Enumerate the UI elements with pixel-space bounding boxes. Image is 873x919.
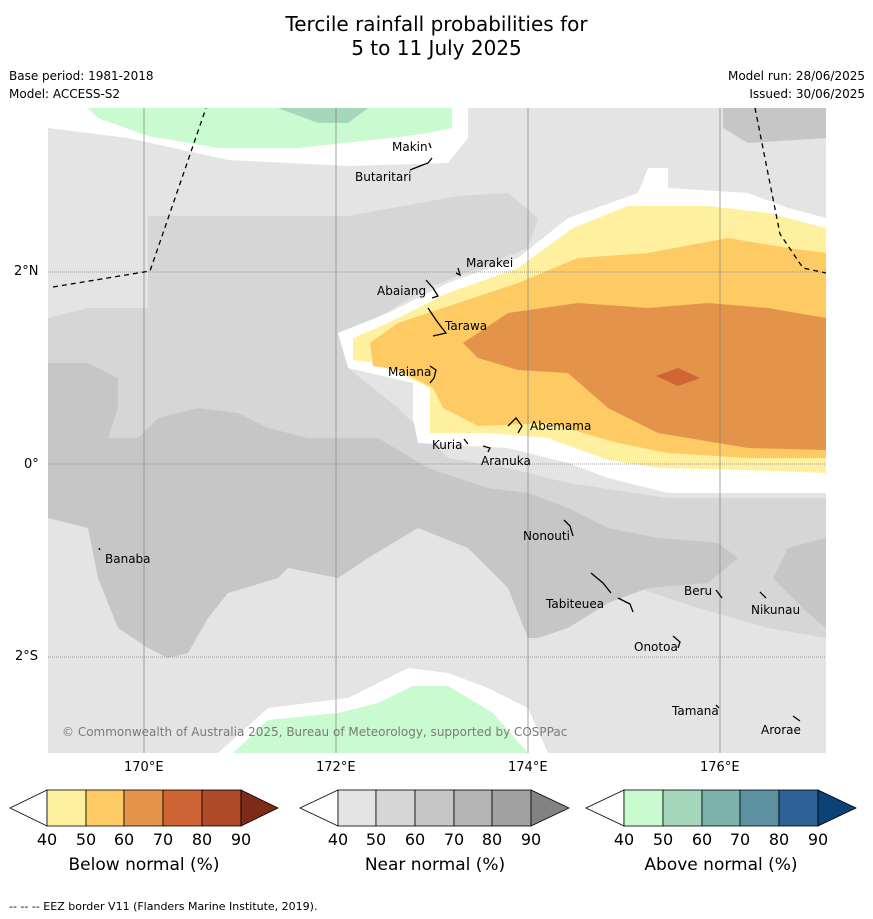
cb1-tick: 50 <box>366 830 386 849</box>
colorbar-swatch <box>530 789 570 827</box>
meta-left: Base period: 1981-2018 Model: ACCESS-S2 <box>9 67 154 103</box>
colorbar-swatch <box>701 789 741 827</box>
base-period: Base period: 1981-2018 <box>9 69 154 83</box>
label-tamana: Tamana <box>671 704 719 718</box>
cb0-tick: 50 <box>76 830 96 849</box>
lon-label-170e: 170°E <box>124 760 164 775</box>
cb1-tick: 60 <box>405 830 425 849</box>
near-normal-50-region <box>48 193 826 638</box>
colorbar-swatch <box>240 789 279 827</box>
graticule-lon <box>143 108 721 753</box>
cb2-tick: 70 <box>730 830 750 849</box>
colorbar-swatch <box>817 789 857 827</box>
meta-right: Model run: 28/06/2025 Issued: 30/06/2025 <box>728 67 865 103</box>
lat-label-2s: 2°S <box>15 649 39 664</box>
model-name: Model: ACCESS-S2 <box>9 87 121 101</box>
label-aranuka: Aranuka <box>481 454 531 468</box>
label-makin: Makin <box>392 140 428 154</box>
label-butaritari: Butaritari <box>355 170 412 184</box>
cb0-tick: 80 <box>192 830 212 849</box>
colorbar-below-normal <box>9 789 279 827</box>
cb2-tick: 50 <box>653 830 673 849</box>
label-banaba: Banaba <box>105 552 151 566</box>
map-panel: Makin Butaritari Marakei Abaiang Tarawa … <box>48 108 826 753</box>
near-normal-60-region <box>48 363 738 658</box>
colorbar-swatch <box>778 789 819 827</box>
colorbar-swatch <box>739 789 780 827</box>
eez-footnote: -- -- -- EEZ border V11 (Flanders Marine… <box>9 900 318 913</box>
caption-near-normal: Near normal (%) <box>365 855 505 875</box>
label-kuria: Kuria <box>432 438 463 452</box>
cb2-tick: 40 <box>614 830 634 849</box>
lat-label-2n: 2°N <box>14 264 39 279</box>
cb0-tick: 70 <box>153 830 173 849</box>
lon-label-172e: 172°E <box>316 760 356 775</box>
cb2-tick: 90 <box>808 830 828 849</box>
label-marakei: Marakei <box>466 256 513 270</box>
issued-date: Issued: 30/06/2025 <box>749 87 865 101</box>
lat-label-0: 0° <box>24 457 39 472</box>
colorbar-swatch <box>337 789 377 827</box>
cb0-tick: 90 <box>231 830 251 849</box>
label-tabiteuea: Tabiteuea <box>545 597 604 611</box>
cb1-tick: 70 <box>444 830 464 849</box>
graticule-lat <box>48 271 826 658</box>
model-run: Model run: 28/06/2025 <box>727 69 865 83</box>
colorbar-swatch <box>662 789 703 827</box>
colorbar-ticks: 40 50 60 70 80 90 40 50 60 70 80 90 40 5… <box>37 830 828 849</box>
islands <box>98 142 801 722</box>
caption-below-normal: Below normal (%) <box>69 855 220 875</box>
colorbars: 40 50 60 70 80 90 40 50 60 70 80 90 40 5… <box>0 788 873 888</box>
colorbar-swatch <box>453 789 493 827</box>
caption-above-normal: Above normal (%) <box>644 855 797 875</box>
map-title: Tercile rainfall probabilities for 5 to … <box>0 12 873 60</box>
cb2-tick: 60 <box>692 830 712 849</box>
above-normal-40-south <box>233 686 528 753</box>
cb0-tick: 40 <box>37 830 57 849</box>
title-line-2: 5 to 11 July 2025 <box>351 36 522 60</box>
cb1-tick: 90 <box>521 830 541 849</box>
colorbar-swatch <box>414 789 455 827</box>
colorbar-swatch <box>375 789 416 827</box>
place-labels: Makin Butaritari Marakei Abaiang Tarawa … <box>105 140 801 737</box>
lon-label-176e: 176°E <box>700 760 740 775</box>
colorbar-swatch <box>123 789 164 827</box>
above-normal-40-north <box>88 108 452 148</box>
near-normal-60-region-north <box>723 108 826 143</box>
label-abemama: Abemama <box>530 419 591 433</box>
label-tarawa: Tarawa <box>444 319 487 333</box>
label-nonouti: Nonouti <box>523 529 570 543</box>
lon-label-174e: 174°E <box>508 760 548 775</box>
title-line-1: Tercile rainfall probabilities for <box>285 12 588 36</box>
cb2-tick: 80 <box>769 830 789 849</box>
colorbar-swatch <box>85 789 125 827</box>
colorbar-captions: Below normal (%) Near normal (%) Above n… <box>69 855 798 875</box>
colorbar-swatch <box>491 789 532 827</box>
colorbar-swatch <box>623 789 664 827</box>
probability-map: Makin Butaritari Marakei Abaiang Tarawa … <box>48 108 826 753</box>
cb0-tick: 60 <box>114 830 134 849</box>
label-abaiang: Abaiang <box>377 284 426 298</box>
colorbar-swatch <box>162 789 203 827</box>
label-nikunau: Nikunau <box>751 603 800 617</box>
colorbar-swatch <box>46 789 87 827</box>
below-normal-60-region <box>463 303 826 450</box>
near-normal-60-region-east <box>773 538 826 628</box>
below-normal-70-region <box>656 368 700 386</box>
colorbar-above-normal <box>585 789 857 827</box>
cb1-tick: 40 <box>328 830 348 849</box>
label-arorae: Arorae <box>761 723 801 737</box>
colorbar-swatch <box>201 789 242 827</box>
colorbars-svg: 40 50 60 70 80 90 40 50 60 70 80 90 40 5… <box>9 789 857 875</box>
cb1-tick: 80 <box>482 830 502 849</box>
copyright-notice: © Commonwealth of Australia 2025, Bureau… <box>62 725 567 739</box>
above-normal-50-north <box>278 108 368 123</box>
label-beru: Beru <box>684 584 712 598</box>
label-maiana: Maiana <box>388 365 431 379</box>
label-onotoa: Onotoa <box>634 640 678 654</box>
colorbar-near-normal <box>299 789 570 827</box>
eez-borders <box>52 108 826 288</box>
